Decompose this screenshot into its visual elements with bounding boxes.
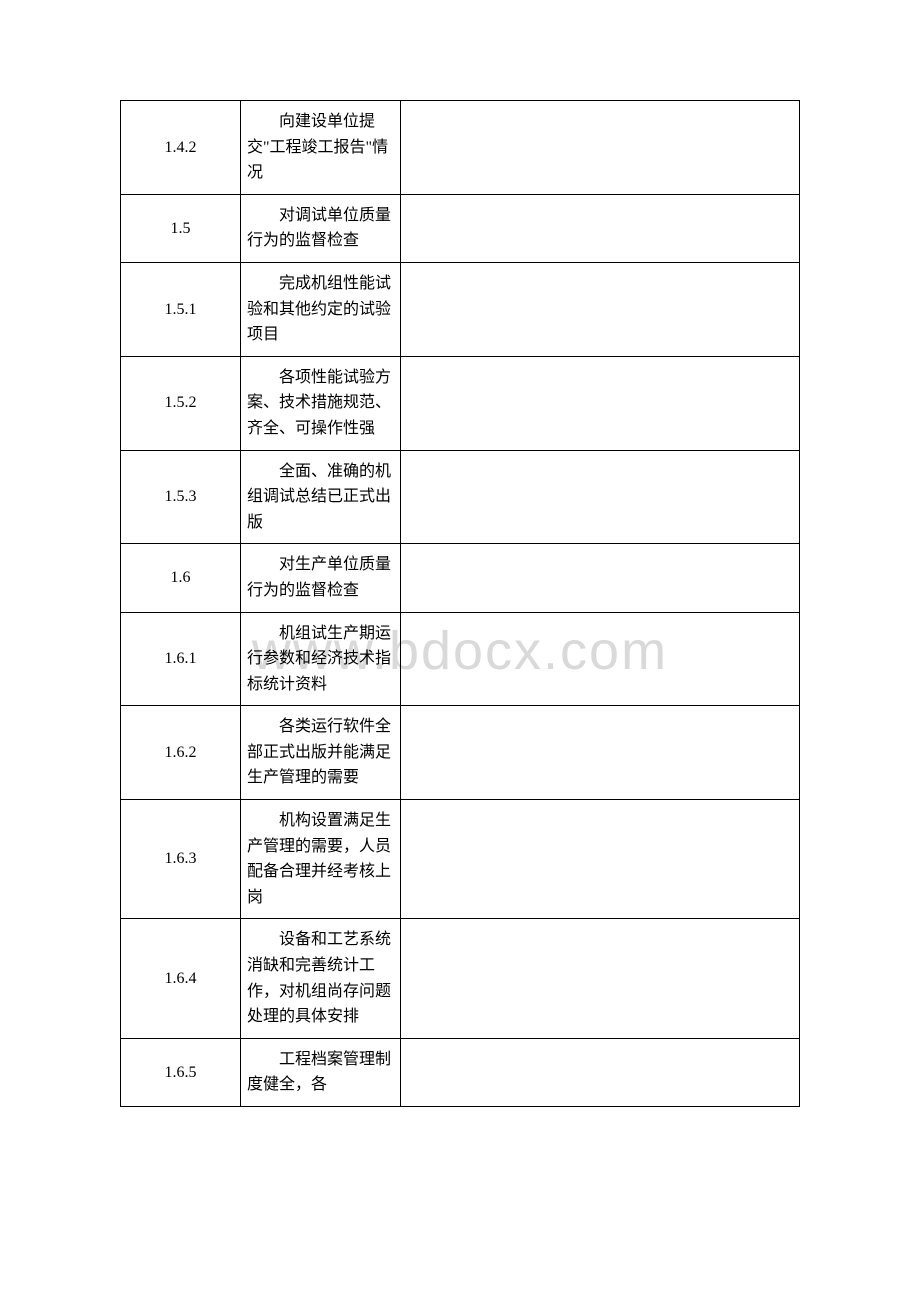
table-row: 1.4.2 向建设单位提交"工程竣工报告"情况 xyxy=(121,101,800,195)
row-id: 1.6.2 xyxy=(121,706,241,800)
row-id: 1.5.2 xyxy=(121,356,241,450)
row-id: 1.5.1 xyxy=(121,262,241,356)
row-desc: 各项性能试验方案、技术措施规范、齐全、可操作性强 xyxy=(241,356,401,450)
row-note xyxy=(401,262,800,356)
table-row: 1.6.1 机组试生产期运行参数和经济技术指标统计资料 xyxy=(121,612,800,706)
row-id: 1.6.3 xyxy=(121,800,241,919)
row-id: 1.6.4 xyxy=(121,919,241,1038)
table-row: 1.5.2 各项性能试验方案、技术措施规范、齐全、可操作性强 xyxy=(121,356,800,450)
row-desc: 全面、准确的机组调试总结已正式出版 xyxy=(241,450,401,544)
row-note xyxy=(401,194,800,262)
table-wrapper: 1.4.2 向建设单位提交"工程竣工报告"情况 1.5 对调试单位质量行为的监督… xyxy=(120,100,800,1107)
row-desc: 设备和工艺系统消缺和完善统计工作，对机组尚存问题处理的具体安排 xyxy=(241,919,401,1038)
row-note xyxy=(401,800,800,919)
row-id: 1.4.2 xyxy=(121,101,241,195)
table-row: 1.5 对调试单位质量行为的监督检查 xyxy=(121,194,800,262)
row-desc: 机构设置满足生产管理的需要，人员配备合理并经考核上岗 xyxy=(241,800,401,919)
row-note xyxy=(401,1038,800,1106)
table-row: 1.6.2 各类运行软件全部正式出版并能满足生产管理的需要 xyxy=(121,706,800,800)
table-row: 1.5.1 完成机组性能试验和其他约定的试验项目 xyxy=(121,262,800,356)
row-note xyxy=(401,706,800,800)
row-id: 1.6.1 xyxy=(121,612,241,706)
row-note xyxy=(401,101,800,195)
row-id: 1.6 xyxy=(121,544,241,612)
table-body: 1.4.2 向建设单位提交"工程竣工报告"情况 1.5 对调试单位质量行为的监督… xyxy=(121,101,800,1107)
row-desc: 机组试生产期运行参数和经济技术指标统计资料 xyxy=(241,612,401,706)
row-desc: 对调试单位质量行为的监督检查 xyxy=(241,194,401,262)
row-id: 1.6.5 xyxy=(121,1038,241,1106)
row-desc: 各类运行软件全部正式出版并能满足生产管理的需要 xyxy=(241,706,401,800)
row-note xyxy=(401,450,800,544)
row-note xyxy=(401,919,800,1038)
table-row: 1.6.3 机构设置满足生产管理的需要，人员配备合理并经考核上岗 xyxy=(121,800,800,919)
row-desc: 向建设单位提交"工程竣工报告"情况 xyxy=(241,101,401,195)
row-note xyxy=(401,356,800,450)
row-note xyxy=(401,612,800,706)
table-row: 1.6.4 设备和工艺系统消缺和完善统计工作，对机组尚存问题处理的具体安排 xyxy=(121,919,800,1038)
row-desc: 对生产单位质量行为的监督检查 xyxy=(241,544,401,612)
table-row: 1.6.5 工程档案管理制度健全，各 xyxy=(121,1038,800,1106)
row-id: 1.5.3 xyxy=(121,450,241,544)
row-id: 1.5 xyxy=(121,194,241,262)
row-desc: 完成机组性能试验和其他约定的试验项目 xyxy=(241,262,401,356)
inspection-table: 1.4.2 向建设单位提交"工程竣工报告"情况 1.5 对调试单位质量行为的监督… xyxy=(120,100,800,1107)
page-container: 1.4.2 向建设单位提交"工程竣工报告"情况 1.5 对调试单位质量行为的监督… xyxy=(0,0,920,1207)
table-row: 1.5.3 全面、准确的机组调试总结已正式出版 xyxy=(121,450,800,544)
table-row: 1.6 对生产单位质量行为的监督检查 xyxy=(121,544,800,612)
row-note xyxy=(401,544,800,612)
row-desc: 工程档案管理制度健全，各 xyxy=(241,1038,401,1106)
